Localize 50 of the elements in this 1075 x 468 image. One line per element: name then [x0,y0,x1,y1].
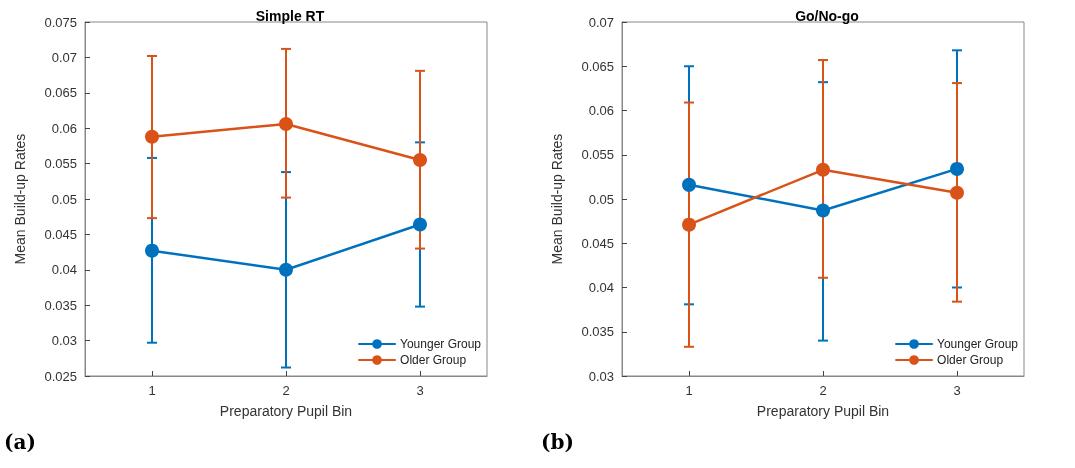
y-tick-label: 0.06 [588,103,614,118]
point [413,153,427,168]
y-tick-label: 0.075 [44,14,77,30]
point [950,161,964,176]
legend-label: Younger Group [400,337,482,351]
y-tick-label: 0.045 [44,226,77,242]
y-tick-label: 0.07 [588,14,614,30]
legend-label: Younger Group [937,337,1019,351]
y-axis-title: Mean Build-up Rates [549,133,565,265]
y-tick-label: 0.04 [51,262,77,278]
x-axis-title: Preparatory Pupil Bin [756,403,890,419]
x-tick-label: 3 [416,383,424,398]
point [816,203,830,218]
point [682,177,696,192]
text: (a) [4,430,36,454]
y-tick-label: 0.065 [581,58,614,74]
y-tick-label: 0.05 [588,191,614,207]
x-tick-label: 1 [685,383,693,398]
y-tick-label: 0.045 [581,235,614,251]
x-tick-label: 1 [148,383,156,398]
legend-label: Older Group [400,353,467,367]
y-tick-label: 0.03 [588,368,614,384]
y-tick-label: 0.055 [44,156,77,172]
point [145,129,159,144]
y-tick-label: 0.065 [44,85,77,101]
chart-title: Go/No-go [795,8,859,24]
y-tick-label: 0.025 [44,368,77,384]
point [279,116,293,131]
x-tick-label: 2 [819,383,827,398]
legend-label: Older Group [937,353,1004,367]
text: (b) [541,430,574,454]
x-tick-label: 2 [282,383,290,398]
point [682,217,696,232]
x-axis-title: Preparatory Pupil Bin [219,403,353,419]
y-tick-label: 0.035 [44,297,77,313]
y-axis-title: Mean Build-up Rates [12,133,28,265]
y-tick-label: 0.07 [51,49,77,65]
y-tick-label: 0.04 [588,280,614,295]
point [279,262,293,277]
point [413,217,427,232]
y-tick-label: 0.055 [581,147,614,163]
point [950,185,964,200]
y-tick-label: 0.03 [51,333,77,349]
y-tick-label: 0.06 [51,120,77,136]
point [145,243,159,258]
chart-title: Simple RT [255,8,325,24]
point [816,162,830,177]
x-tick-label: 3 [953,383,961,398]
y-tick-label: 0.05 [51,191,77,207]
y-tick-label: 0.035 [581,324,614,340]
